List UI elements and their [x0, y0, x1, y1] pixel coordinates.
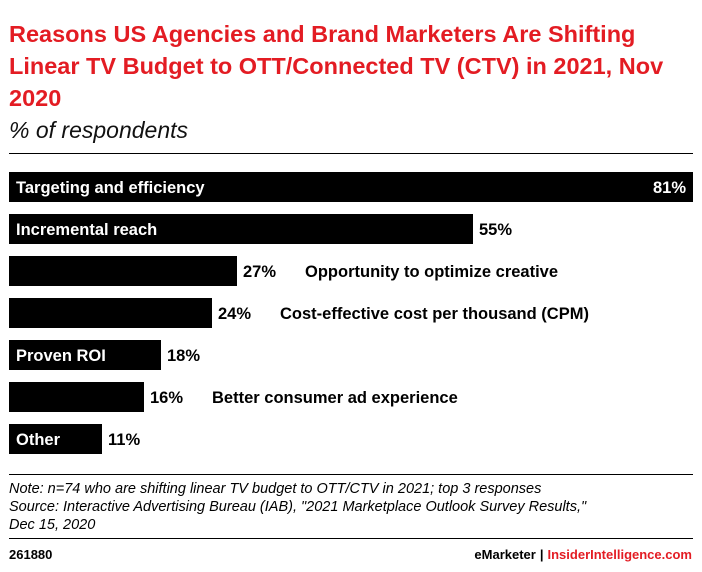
source-line: Source: Interactive Advertising Bureau (… [9, 499, 587, 515]
bar [9, 424, 102, 454]
note-line: Note: n=74 who are shifting linear TV bu… [9, 481, 542, 497]
bar [9, 214, 473, 244]
category-label: Proven ROI [16, 347, 106, 365]
value-label: 81% [653, 179, 686, 197]
top-divider [9, 153, 693, 154]
brand-insider-intelligence-link[interactable]: InsiderIntelligence.com [547, 547, 693, 562]
bar-chart: Targeting and efficiency 81% Incremental r… [9, 172, 693, 454]
bar [9, 256, 237, 286]
bottom-divider [9, 474, 693, 475]
category-label: Better consumer ad experience [212, 389, 458, 407]
category-label: Opportunity to optimize creative [305, 263, 558, 281]
chart-subtitle: % of respondents [9, 117, 189, 143]
value-label: 24% [218, 305, 251, 323]
bar [9, 382, 144, 412]
bar [9, 340, 161, 370]
brand-footer: eMarketer | InsiderIntelligence.com [474, 547, 692, 562]
brand-emarketer: eMarketer [474, 547, 536, 562]
category-label: Targeting and efficiency [16, 179, 205, 197]
bar [9, 172, 693, 202]
bar [9, 298, 212, 328]
value-label: 16% [150, 389, 183, 407]
value-label: 55% [479, 221, 512, 239]
value-label: 27% [243, 263, 276, 281]
source-date-line: Dec 15, 2020 [9, 517, 96, 533]
footer-divider [9, 538, 693, 539]
category-label: Cost-effective cost per thousand (CPM) [280, 305, 589, 323]
chart-id: 261880 [9, 547, 53, 562]
chart-notes: Note: n=74 who are shifting linear TV bu… [9, 480, 689, 534]
value-label: 18% [167, 347, 200, 365]
chart-title: Reasons US Agencies and Brand Marketers … [9, 21, 664, 111]
category-label: Other [16, 431, 61, 449]
brand-separator: | [539, 547, 544, 562]
value-label: 11% [108, 431, 140, 449]
category-label: Incremental reach [16, 221, 157, 239]
